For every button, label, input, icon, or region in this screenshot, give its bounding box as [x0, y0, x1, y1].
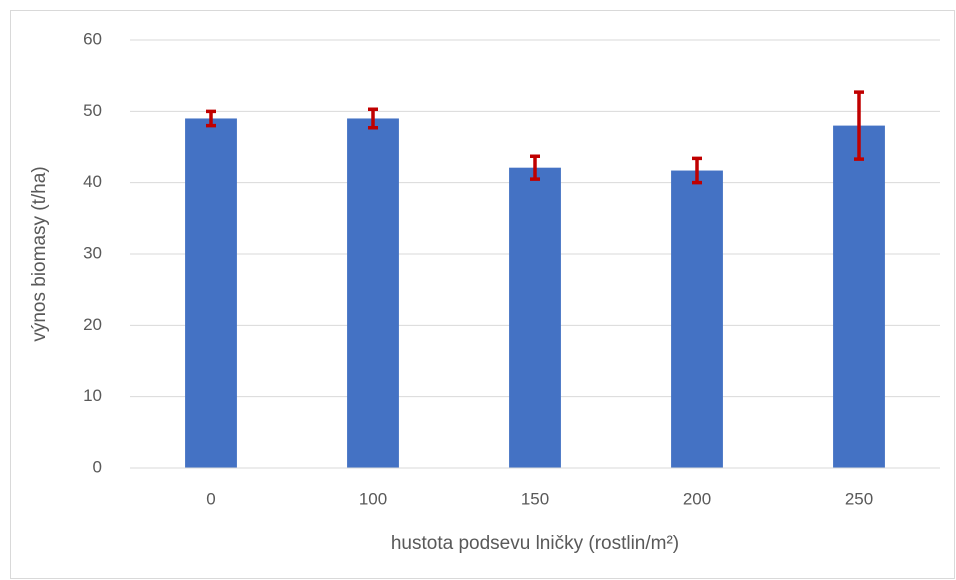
- bar: [509, 167, 561, 469]
- y-tick-label: 0: [93, 457, 102, 476]
- bar: [833, 125, 885, 468]
- bar: [185, 118, 237, 468]
- y-tick-label: 20: [83, 315, 102, 334]
- x-axis-label: hustota podsevu lničky (rostlin/m²): [391, 533, 679, 554]
- y-tick-label: 30: [83, 243, 102, 262]
- error-bar: [530, 154, 540, 181]
- y-axis-label: výnos biomasy (t/ha): [29, 166, 50, 341]
- bar: [347, 118, 399, 468]
- y-tick-label: 40: [83, 172, 102, 191]
- error-bar: [692, 156, 702, 185]
- y-tick-label: 50: [83, 101, 102, 120]
- y-tick-label: 10: [83, 386, 102, 405]
- x-tick-label: 150: [521, 489, 549, 508]
- x-tick-label: 250: [845, 489, 873, 508]
- error-bar: [206, 109, 216, 128]
- error-bar: [368, 107, 378, 130]
- x-tick-label: 100: [359, 489, 387, 508]
- x-tick-label: 200: [683, 489, 711, 508]
- y-tick-label: 60: [83, 29, 102, 48]
- x-tick-label: 0: [206, 489, 215, 508]
- error-bar: [854, 90, 864, 161]
- chart-border: [10, 10, 955, 579]
- bar: [671, 170, 723, 469]
